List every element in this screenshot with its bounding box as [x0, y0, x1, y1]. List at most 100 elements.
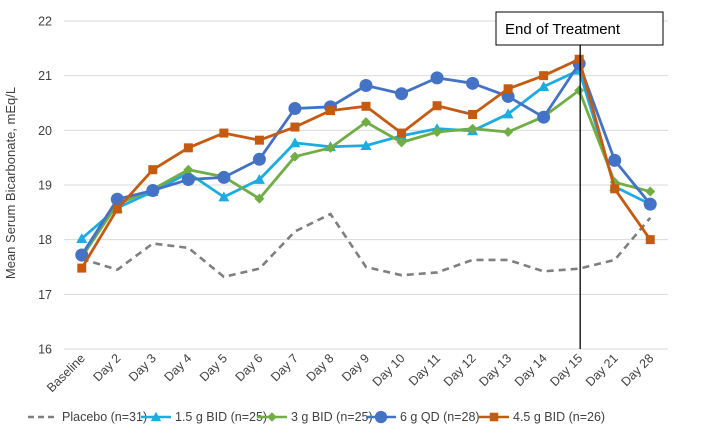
data-point-6-g-qd-n-28	[430, 71, 444, 85]
data-point-4-5-g-bid-n-26	[503, 84, 513, 94]
series-lines	[75, 54, 657, 279]
data-point-6-g-qd-n-28	[110, 192, 124, 206]
legend-label: Placebo (n=31)	[62, 410, 147, 424]
data-point-6-g-qd-n-28	[252, 152, 266, 166]
data-point-6-g-qd-n-28	[643, 197, 657, 211]
data-point-3-g-bid-n-25	[396, 137, 407, 148]
data-point-6-g-qd-n-28	[181, 173, 195, 187]
y-tick-label: 21	[38, 69, 52, 83]
data-point-4-5-g-bid-n-26	[397, 128, 407, 138]
legend-item-placebo-n-31: Placebo (n=31)	[28, 410, 147, 424]
y-tick-label: 16	[38, 343, 52, 357]
data-point-4-5-g-bid-n-26	[610, 184, 620, 194]
data-point-3-g-bid-n-25	[645, 186, 656, 197]
x-tick-label: Day 2	[90, 351, 123, 384]
data-point-4-5-g-bid-n-26	[325, 106, 335, 116]
data-point-1-5-g-bid-n-25	[538, 81, 550, 91]
data-point-4-5-g-bid-n-26	[183, 143, 193, 153]
series-6-g-qd-n-28	[75, 57, 657, 262]
data-point-6-g-qd-n-28	[537, 110, 551, 124]
y-axis-label: Mean Serum Bicarbonate, mEq/L	[3, 87, 18, 279]
x-tick-label: Day 9	[339, 351, 372, 384]
y-tick-label: 19	[38, 179, 52, 193]
x-tick-label: Baseline	[44, 351, 88, 395]
y-tick-label: 17	[38, 288, 52, 302]
legend-marker-3-g-bid-n-25	[267, 412, 277, 422]
data-point-4-5-g-bid-n-26	[254, 135, 264, 145]
end-of-treatment-box	[495, 11, 664, 46]
x-tick-label: Day 5	[197, 351, 230, 384]
x-tick-label: Day 10	[370, 351, 408, 389]
data-point-3-g-bid-n-25	[432, 126, 443, 137]
data-point-3-g-bid-n-25	[325, 142, 336, 153]
data-point-4-5-g-bid-n-26	[468, 109, 478, 119]
legend-marker-4-5-g-bid-n-26	[489, 412, 499, 422]
x-tick-label: Day 7	[268, 351, 301, 384]
legend-item-6-g-qd-n-28: 6 g QD (n=28)	[366, 410, 480, 424]
data-point-4-5-g-bid-n-26	[361, 101, 371, 111]
series-placebo-n-31	[81, 212, 652, 279]
data-point-6-g-qd-n-28	[75, 248, 89, 262]
data-point-3-g-bid-n-25	[254, 193, 265, 204]
x-tick-label: Day 15	[547, 351, 585, 389]
legend-item-3-g-bid-n-25: 3 g BID (n=25)	[257, 410, 373, 424]
y-axis-ticks: 16 17 18 19 20 21 22	[38, 15, 52, 357]
x-tick-label: Day 6	[233, 351, 266, 384]
series-line-placebo-n-31	[81, 212, 652, 279]
data-point-4-5-g-bid-n-26	[432, 101, 442, 111]
data-point-1-5-g-bid-n-25	[502, 108, 514, 119]
x-tick-label: Day 14	[512, 351, 550, 389]
x-tick-label: Day 11	[406, 351, 443, 388]
data-point-4-5-g-bid-n-26	[112, 204, 122, 214]
legend-item-4-5-g-bid-n-26: 4.5 g BID (n=26)	[479, 410, 605, 424]
data-point-1-5-g-bid-n-25	[218, 191, 230, 202]
data-point-6-g-qd-n-28	[288, 101, 302, 115]
data-point-4-5-g-bid-n-26	[219, 128, 229, 138]
x-tick-label: Day 28	[618, 351, 656, 389]
y-tick-label: 22	[38, 15, 52, 29]
data-point-4-5-g-bid-n-26	[574, 54, 584, 64]
data-point-3-g-bid-n-25	[503, 126, 514, 137]
x-tick-label: Day 21	[583, 351, 621, 389]
data-point-4-5-g-bid-n-26	[148, 165, 158, 175]
data-point-1-5-g-bid-n-25	[76, 233, 88, 243]
data-point-4-5-g-bid-n-26	[77, 263, 87, 273]
series-line-1-5-g-bid-n-25	[80, 68, 651, 240]
legend-item-1-5-g-bid-n-25: 1.5 g BID (n=25)	[141, 410, 267, 424]
data-point-6-g-qd-n-28	[466, 76, 480, 90]
series-line-3-g-bid-n-25	[80, 89, 651, 258]
x-axis-ticks: Baseline Day 2 Day 3 Day 4 Day 5 Day 6 Day 7 Da…	[44, 351, 656, 395]
data-point-1-5-g-bid-n-25	[289, 137, 301, 148]
x-tick-label: Day 12	[441, 351, 479, 389]
legend-label: 1.5 g BID (n=25)	[175, 410, 267, 424]
data-point-4-5-g-bid-n-26	[539, 71, 549, 81]
end-of-treatment-label: End of Treatment	[505, 21, 621, 38]
legend-label: 4.5 g BID (n=26)	[513, 410, 605, 424]
x-tick-label: Day 4	[161, 351, 194, 384]
data-point-1-5-g-bid-n-25	[360, 140, 372, 151]
data-point-6-g-qd-n-28	[217, 170, 231, 184]
series-3-g-bid-n-25	[76, 85, 656, 263]
x-tick-label: Day 3	[126, 351, 159, 384]
series-4-5-g-bid-n-26	[77, 54, 655, 273]
data-point-3-g-bid-n-25	[361, 117, 371, 128]
legend-label: 6 g QD (n=28)	[400, 410, 480, 424]
data-point-3-g-bid-n-25	[183, 164, 194, 175]
y-tick-label: 20	[38, 124, 52, 138]
data-point-3-g-bid-n-25	[289, 151, 300, 162]
legend-label: 3 g BID (n=25)	[291, 410, 373, 424]
data-point-6-g-qd-n-28	[146, 183, 160, 197]
legend-marker-6-g-qd-n-28	[374, 410, 388, 424]
legend: Placebo (n=31) 1.5 g BID (n=25) 3 g BID (n…	[28, 410, 605, 424]
data-point-6-g-qd-n-28	[395, 87, 409, 101]
data-point-4-5-g-bid-n-26	[645, 235, 655, 245]
data-point-4-5-g-bid-n-26	[290, 122, 300, 132]
legend-marker-1-5-g-bid-n-25	[150, 411, 162, 422]
data-point-6-g-qd-n-28	[359, 79, 373, 93]
end-of-treatment-annotation: End of Treatment	[495, 11, 664, 349]
x-tick-label: Day 13	[476, 351, 514, 389]
data-point-1-5-g-bid-n-25	[253, 174, 265, 184]
x-tick-label: Day 8	[304, 351, 337, 384]
data-point-3-g-bid-n-25	[467, 123, 478, 134]
